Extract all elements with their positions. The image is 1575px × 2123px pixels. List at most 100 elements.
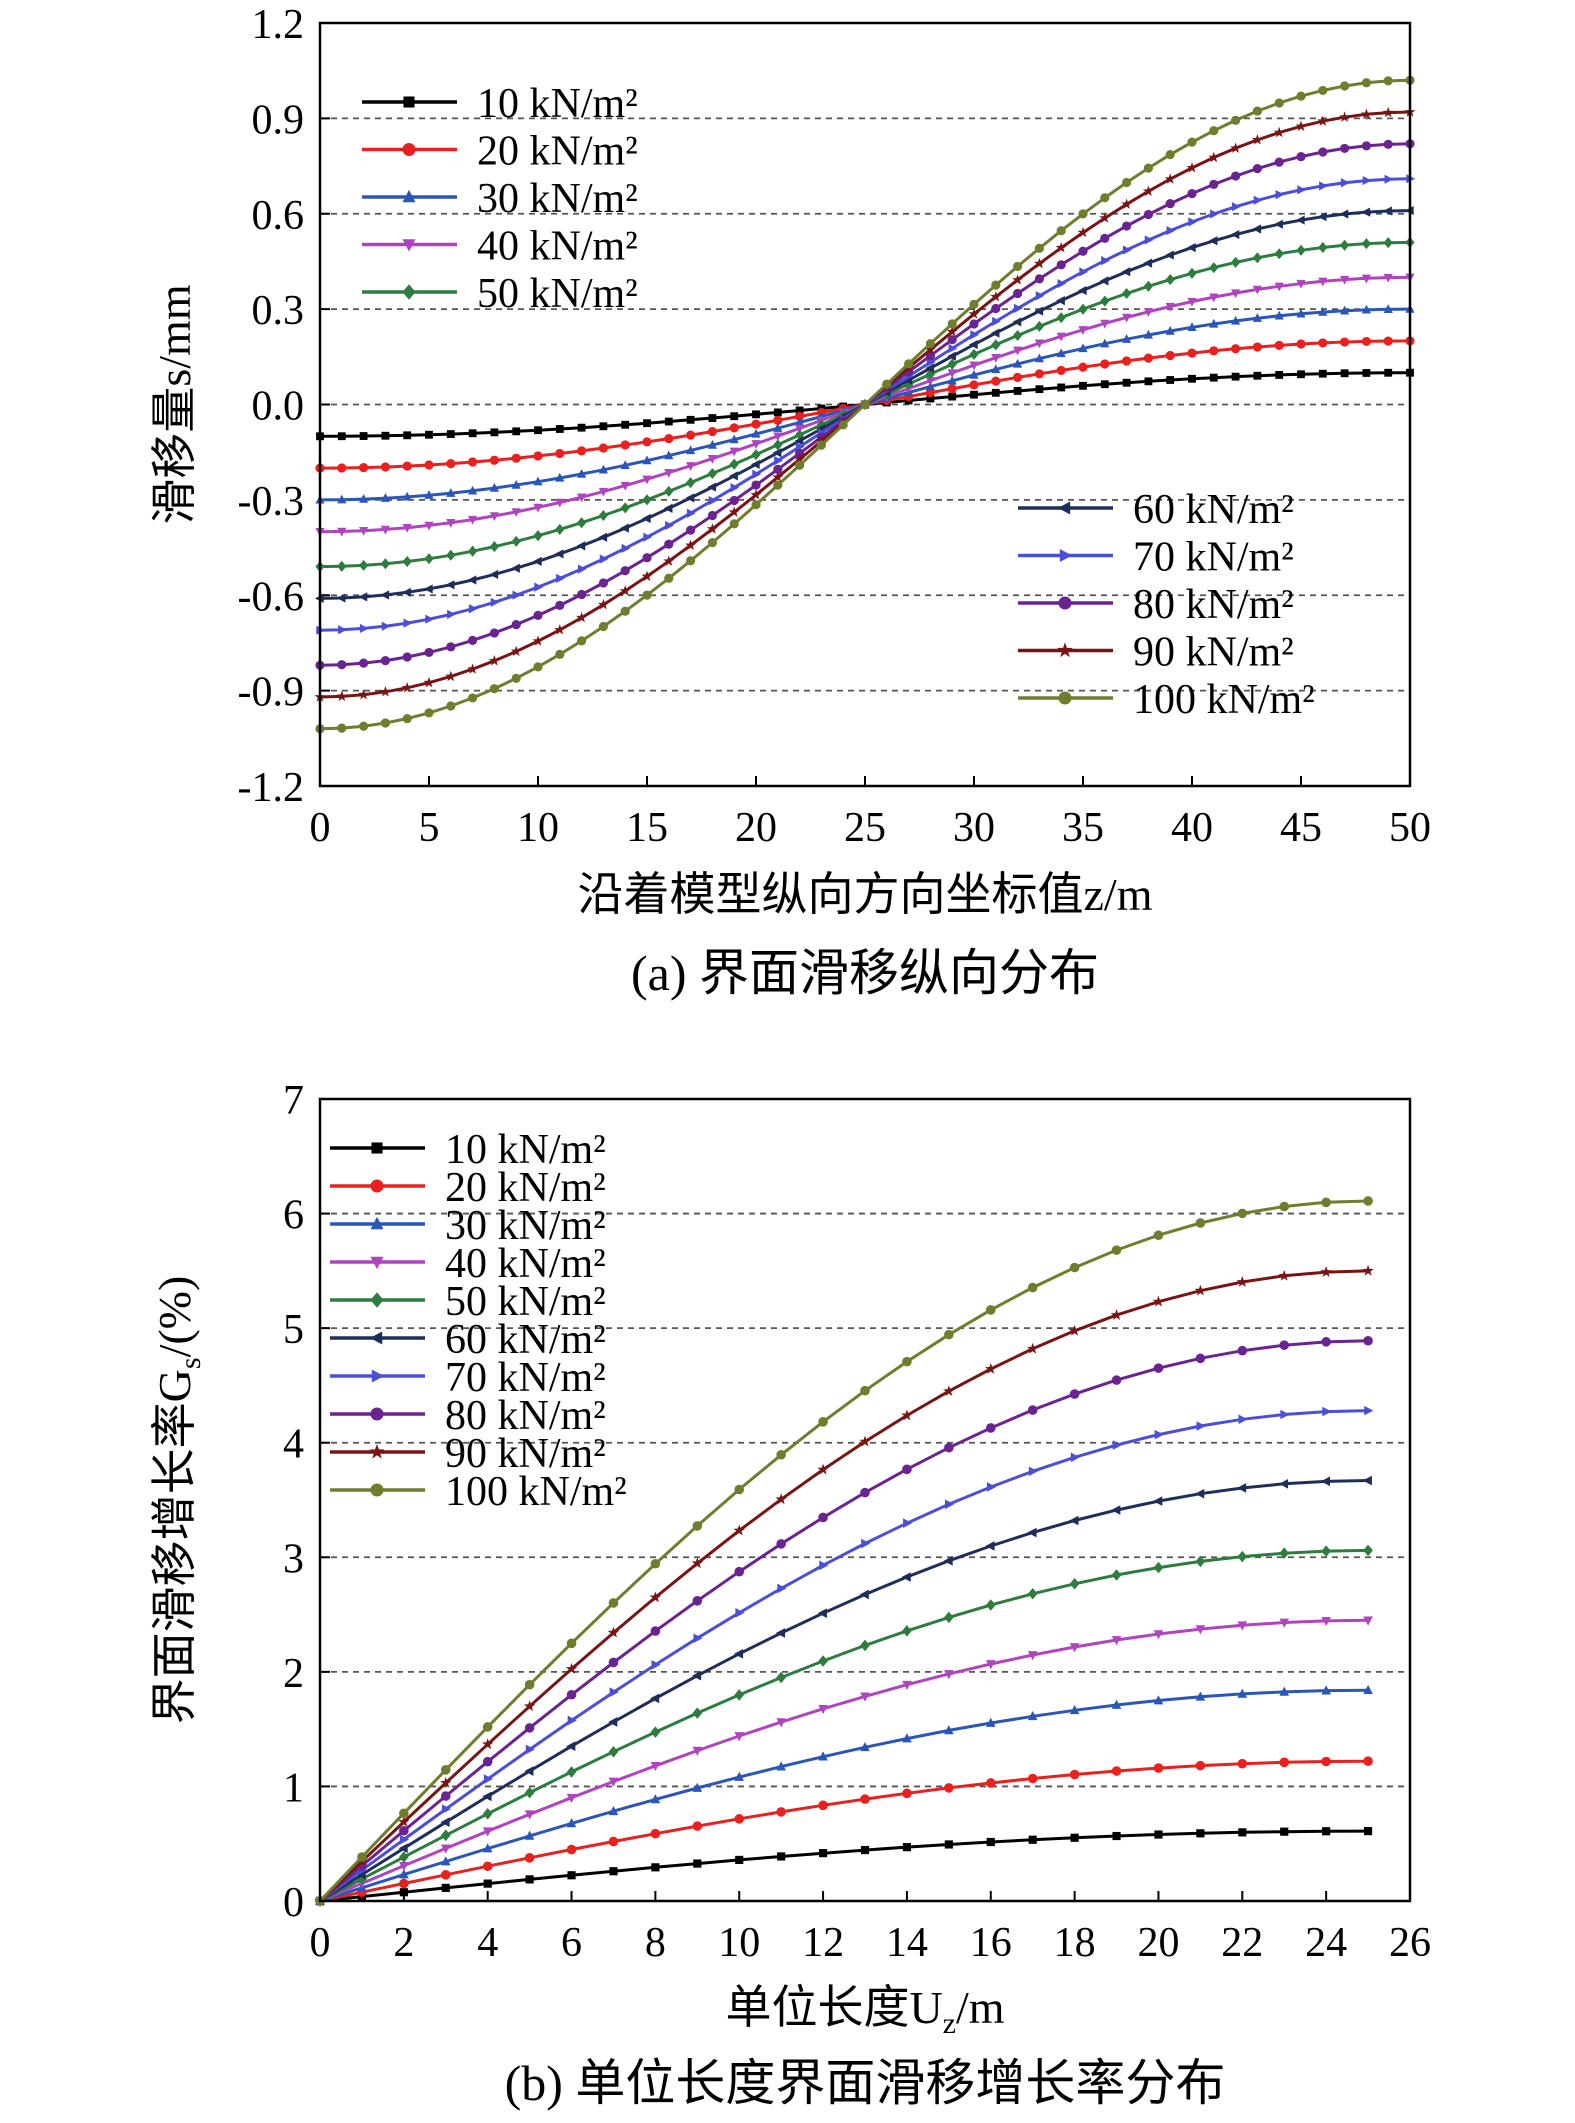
data-point	[985, 1541, 995, 1551]
data-point	[1318, 369, 1327, 378]
data-point	[510, 645, 522, 657]
data-point	[650, 1558, 661, 1569]
data-point	[1237, 1483, 1247, 1493]
data-point	[664, 539, 674, 549]
data-point	[402, 461, 412, 471]
data-point	[524, 1810, 535, 1820]
data-point	[1208, 236, 1218, 246]
data-point	[1099, 212, 1111, 223]
data-point	[1361, 78, 1371, 88]
data-point	[1319, 181, 1328, 191]
data-point	[776, 1449, 786, 1460]
data-point	[735, 1607, 745, 1618]
data-point	[1360, 108, 1372, 119]
data-point	[598, 621, 609, 632]
data-point	[577, 564, 587, 574]
legend-label: 20 kN/m²	[445, 1165, 606, 1211]
data-point	[524, 1679, 535, 1690]
data-point	[597, 598, 609, 610]
data-point	[985, 1717, 996, 1727]
legend-label: 30 kN/m²	[477, 176, 638, 222]
data-point	[1143, 329, 1153, 339]
legend-label: 90 kN/m²	[445, 1431, 606, 1477]
data-point	[423, 676, 435, 688]
data-point	[1321, 1545, 1331, 1557]
x-tick-label: 10	[718, 1920, 760, 1966]
data-point	[1153, 1496, 1163, 1506]
data-point	[1165, 250, 1174, 260]
data-point	[1079, 381, 1087, 390]
data-point	[1186, 243, 1196, 253]
data-point	[1361, 141, 1371, 151]
data-point	[991, 354, 1001, 363]
legend-label: 40 kN/m²	[477, 224, 638, 270]
data-point	[1208, 151, 1220, 163]
data-point	[1252, 224, 1262, 234]
x-tick-label: 35	[1062, 805, 1104, 851]
data-point	[663, 503, 673, 514]
data-point	[1027, 1588, 1038, 1600]
data-point	[380, 590, 390, 600]
data-point	[642, 437, 652, 447]
data-point	[902, 1680, 912, 1690]
data-point	[902, 1464, 912, 1475]
data-point	[567, 1871, 576, 1880]
data-point	[424, 647, 434, 658]
data-point	[1056, 332, 1066, 342]
data-point	[482, 1843, 493, 1853]
data-point	[1013, 261, 1023, 272]
data-point	[1236, 1276, 1249, 1287]
data-point	[381, 431, 390, 440]
data-point	[729, 447, 739, 457]
data-point	[1077, 285, 1087, 296]
data-point	[512, 427, 521, 436]
data-point	[1056, 348, 1066, 358]
data-point	[1318, 147, 1328, 157]
data-point	[707, 510, 718, 521]
data-point	[1340, 275, 1350, 285]
data-point	[1194, 1284, 1207, 1296]
data-point	[1121, 267, 1131, 277]
data-point	[620, 481, 630, 491]
data-point	[773, 432, 783, 442]
legend-label: 50 kN/m²	[445, 1279, 606, 1325]
data-point	[1165, 302, 1175, 312]
data-point	[1122, 287, 1132, 300]
data-point	[1078, 326, 1088, 335]
data-point	[525, 1744, 535, 1755]
data-point	[650, 1726, 661, 1738]
data-point	[816, 440, 827, 450]
data-point	[1383, 304, 1393, 313]
y-tick-label: -0.9	[238, 670, 305, 716]
data-point	[1143, 280, 1153, 292]
data-point	[445, 670, 457, 682]
data-point	[1363, 1684, 1373, 1695]
data-point	[1070, 1833, 1079, 1842]
data-point	[902, 1625, 912, 1637]
data-point	[1209, 262, 1219, 274]
data-point	[468, 635, 478, 645]
data-point	[468, 457, 478, 467]
data-point	[608, 1657, 619, 1668]
data-point	[1100, 319, 1110, 329]
data-point	[860, 1487, 870, 1498]
data-point	[1166, 225, 1176, 236]
data-point	[1196, 1829, 1205, 1838]
data-point	[1209, 293, 1219, 303]
data-point	[991, 280, 1001, 290]
data-point	[1279, 1340, 1290, 1350]
data-point	[734, 1771, 745, 1781]
data-point	[686, 508, 696, 518]
data-point	[620, 440, 630, 450]
series-line	[319, 1409, 1369, 1903]
data-point	[685, 539, 697, 551]
data-point	[533, 503, 543, 513]
data-point	[686, 462, 696, 471]
data-point	[554, 549, 564, 559]
data-point	[729, 519, 739, 529]
data-point	[734, 1484, 745, 1495]
data-point	[1069, 1769, 1080, 1780]
data-point	[794, 453, 806, 464]
y-axis-label: 界面滑移增长率Gs/(%)	[149, 1276, 207, 1725]
